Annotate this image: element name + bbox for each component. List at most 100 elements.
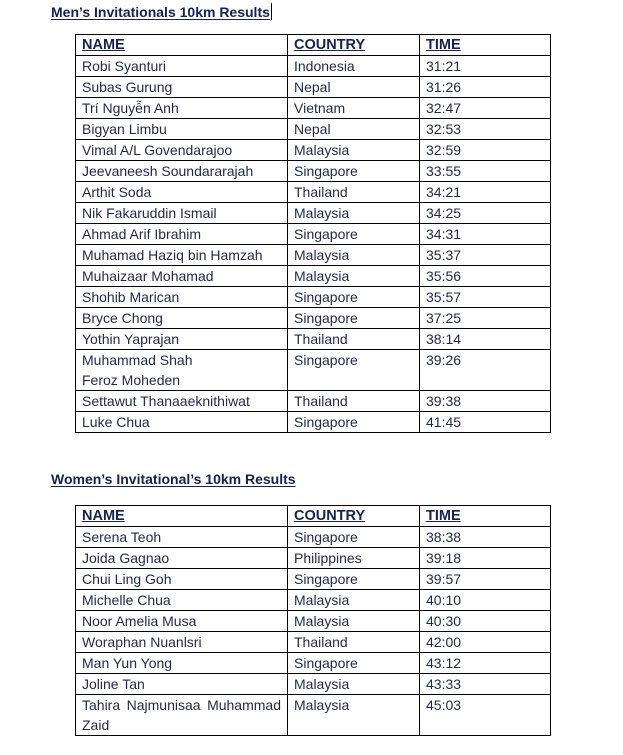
table-row: Tahira Najmunisaa Muhammad Zaid Malaysia 4… xyxy=(75,694,551,736)
header-time: TIME xyxy=(419,34,551,56)
table-row: Settawut Thanaaeknithiwat Thailand 39:38 xyxy=(75,390,551,412)
table-row: Serena Teoh Singapore 38:38 xyxy=(75,526,551,548)
cell-time: 35:37 xyxy=(419,244,551,266)
cell-time: 41:45 xyxy=(419,411,551,433)
cell-country: Malaysia xyxy=(287,694,420,736)
cell-country: Thailand xyxy=(287,181,420,203)
cell-time: 39:18 xyxy=(419,547,551,569)
cell-country: Thailand xyxy=(287,328,420,350)
table-row: Yothin Yaprajan Thailand 38:14 xyxy=(75,328,551,350)
table-row: Muhamad Haziq bin Hamzah Malaysia 35:37 xyxy=(75,244,551,266)
cell-time: 39:26 xyxy=(419,349,551,391)
table-row: Noor Amelia Musa Malaysia 40:30 xyxy=(75,610,551,632)
table-row: Arthit Soda Thailand 34:21 xyxy=(75,181,551,203)
cell-name: Joline Tan xyxy=(75,673,288,695)
cell-country: Singapore xyxy=(287,286,420,308)
header-country: COUNTRY xyxy=(287,505,420,527)
women-results-table: NAME COUNTRY TIME Serena Teoh Singapore 38… xyxy=(75,505,551,736)
cell-country: Singapore xyxy=(287,223,420,245)
cell-name: Settawut Thanaaeknithiwat xyxy=(75,390,288,412)
cell-name: Muhaizaar Mohamad xyxy=(75,265,288,287)
cell-time: 32:53 xyxy=(419,118,551,140)
cell-time: 38:38 xyxy=(419,526,551,548)
cell-name: Muhammad Shah Feroz Moheden xyxy=(75,349,288,391)
cell-time: 45:03 xyxy=(419,694,551,736)
table-row: Vimal A/L Govendarajoo Malaysia 32:59 xyxy=(75,139,551,161)
cell-country: Nepal xyxy=(287,118,420,140)
cell-country: Thailand xyxy=(287,631,420,653)
table-row: Michelle Chua Malaysia 40:10 xyxy=(75,589,551,611)
table-row: Muhammad Shah Feroz Moheden Singapore 39:2… xyxy=(75,349,551,391)
men-results-title: Men’s Invitationals 10km Results xyxy=(51,3,272,20)
cell-country: Malaysia xyxy=(287,202,420,224)
cell-time: 34:31 xyxy=(419,223,551,245)
cell-name: Tahira Najmunisaa Muhammad Zaid xyxy=(75,694,288,736)
cell-country: Singapore xyxy=(287,411,420,433)
header-name: NAME xyxy=(75,505,288,527)
cell-country: Singapore xyxy=(287,526,420,548)
cell-time: 35:57 xyxy=(419,286,551,308)
table-row: Bryce Chong Singapore 37:25 xyxy=(75,307,551,329)
cell-name: Man Yun Yong xyxy=(75,652,288,674)
header-name: NAME xyxy=(75,34,288,56)
cell-name: Vimal A/L Govendarajoo xyxy=(75,139,288,161)
cell-name: Yothin Yaprajan xyxy=(75,328,288,350)
cell-name: Subas Gurung xyxy=(75,76,288,98)
cell-country: Thailand xyxy=(287,390,420,412)
cell-name: Noor Amelia Musa xyxy=(75,610,288,632)
cell-name: Luke Chua xyxy=(75,411,288,433)
table-row: Woraphan Nuanlsri Thailand 42:00 xyxy=(75,631,551,653)
header-time: TIME xyxy=(419,505,551,527)
cell-country: Singapore xyxy=(287,349,420,391)
cell-time: 37:25 xyxy=(419,307,551,329)
cell-time: 31:21 xyxy=(419,55,551,77)
cell-name: Robi Syanturi xyxy=(75,55,288,77)
table-row: Chui Ling Goh Singapore 39:57 xyxy=(75,568,551,590)
cell-name: Trí Nguyễn Anh xyxy=(75,97,288,119)
cell-time: 43:12 xyxy=(419,652,551,674)
header-row: NAME COUNTRY TIME xyxy=(75,505,551,527)
cell-country: Malaysia xyxy=(287,139,420,161)
cell-name: Woraphan Nuanlsri xyxy=(75,631,288,653)
table-row: Ahmad Arif Ibrahim Singapore 34:31 xyxy=(75,223,551,245)
cell-name: Bryce Chong xyxy=(75,307,288,329)
header-country: COUNTRY xyxy=(287,34,420,56)
cell-country: Singapore xyxy=(287,160,420,182)
cell-country: Malaysia xyxy=(287,673,420,695)
cell-country: Indonesia xyxy=(287,55,420,77)
table-row: Joline Tan Malaysia 43:33 xyxy=(75,673,551,695)
cell-country: Malaysia xyxy=(287,265,420,287)
cell-name: Ahmad Arif Ibrahim xyxy=(75,223,288,245)
table-row: Man Yun Yong Singapore 43:12 xyxy=(75,652,551,674)
header-row: NAME COUNTRY TIME xyxy=(75,34,551,56)
cell-time: 32:47 xyxy=(419,97,551,119)
cell-time: 34:25 xyxy=(419,202,551,224)
cell-country: Vietnam xyxy=(287,97,420,119)
table-row: Joida Gagnao Philippines 39:18 xyxy=(75,547,551,569)
cell-time: 32:59 xyxy=(419,139,551,161)
table-row: Muhaizaar Mohamad Malaysia 35:56 xyxy=(75,265,551,287)
cell-name: Michelle Chua xyxy=(75,589,288,611)
cell-time: 33:55 xyxy=(419,160,551,182)
cell-time: 40:30 xyxy=(419,610,551,632)
cell-country: Singapore xyxy=(287,307,420,329)
cell-name: Bigyan Limbu xyxy=(75,118,288,140)
table-row: Nik Fakaruddin Ismail Malaysia 34:25 xyxy=(75,202,551,224)
cell-time: 43:33 xyxy=(419,673,551,695)
cell-country: Philippines xyxy=(287,547,420,569)
men-results-table: NAME COUNTRY TIME Robi Syanturi Indonesia… xyxy=(75,34,551,433)
table-row: Subas Gurung Nepal 31:26 xyxy=(75,76,551,98)
cell-name: Muhamad Haziq bin Hamzah xyxy=(75,244,288,266)
cell-time: 40:10 xyxy=(419,589,551,611)
cell-country: Singapore xyxy=(287,568,420,590)
cell-country: Nepal xyxy=(287,76,420,98)
cell-name: Joida Gagnao xyxy=(75,547,288,569)
table-row: Trí Nguyễn Anh Vietnam 32:47 xyxy=(75,97,551,119)
cell-time: 39:38 xyxy=(419,390,551,412)
cell-name: Shohib Marican xyxy=(75,286,288,308)
cell-time: 31:26 xyxy=(419,76,551,98)
cell-time: 34:21 xyxy=(419,181,551,203)
women-results-title: Women’s Invitational’s 10km Results xyxy=(51,471,296,487)
cell-time: 38:14 xyxy=(419,328,551,350)
cell-time: 42:00 xyxy=(419,631,551,653)
